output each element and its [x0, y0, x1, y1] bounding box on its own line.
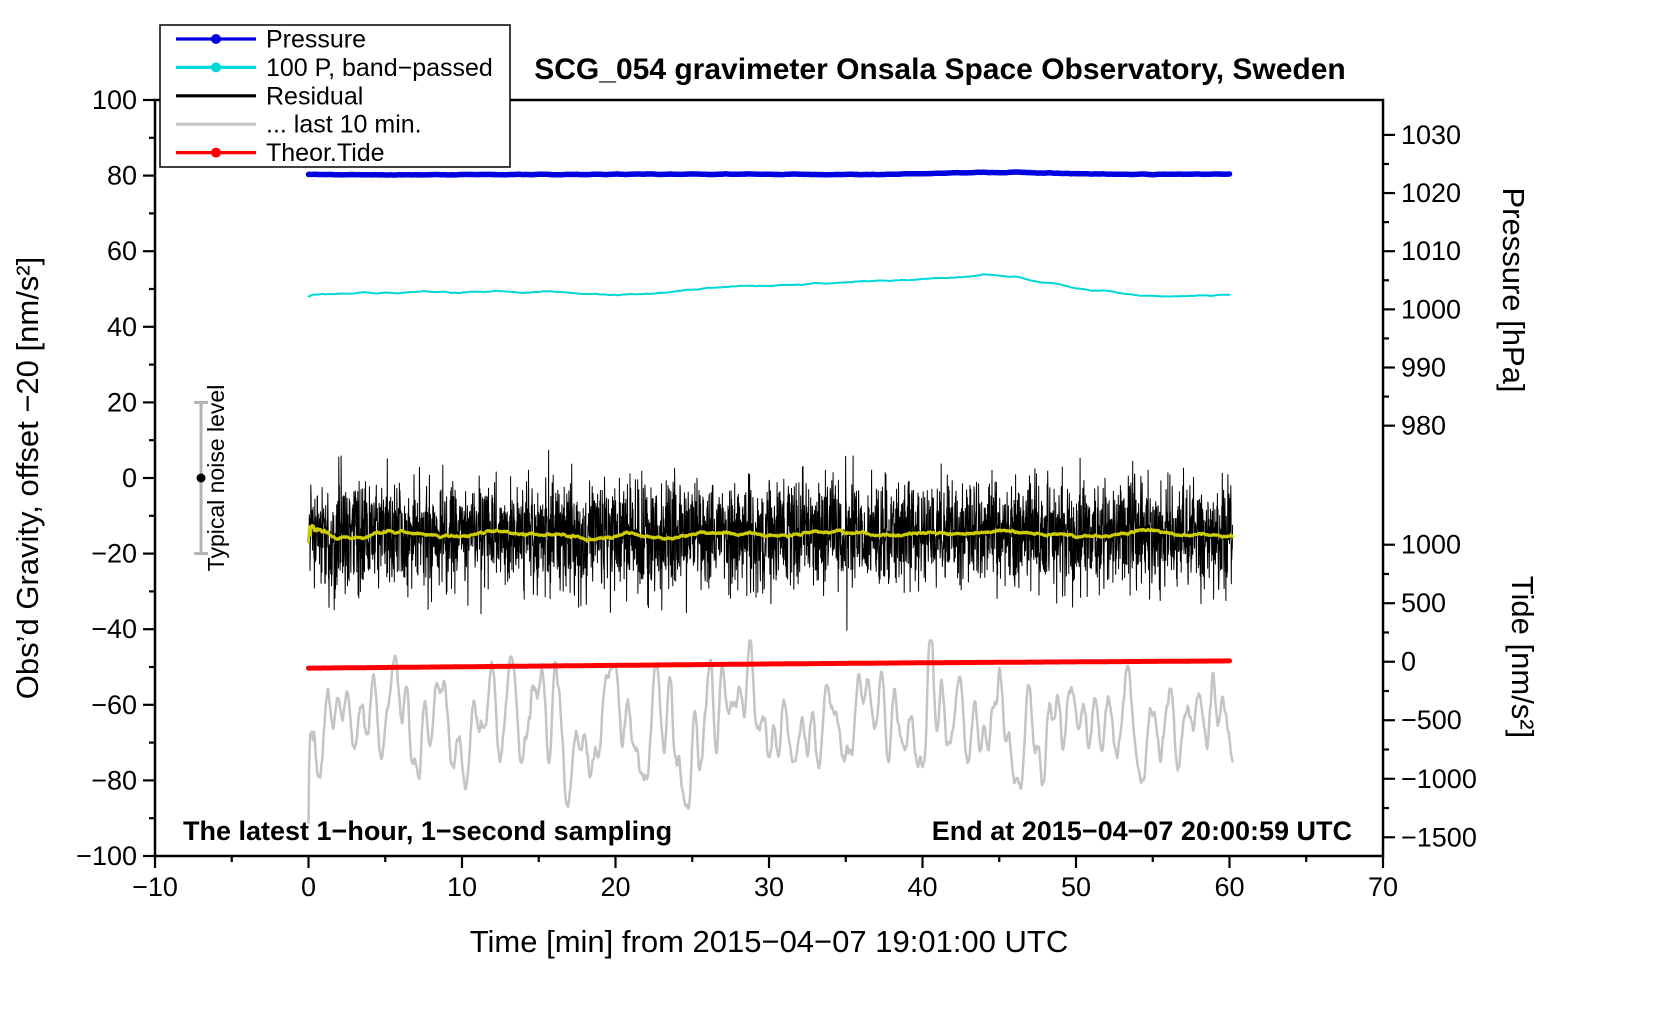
x-tick-label: 40 — [907, 872, 937, 902]
y-tick-label: 60 — [107, 236, 137, 266]
right-pressure-axis-label: Pressure [hPa] — [1496, 187, 1531, 392]
legend-label-4: Theor.Tide — [266, 139, 385, 167]
series-pressure_bp — [307, 273, 1231, 298]
tide-tick-label: 0 — [1401, 647, 1416, 677]
tide-tick-label: 500 — [1401, 588, 1446, 618]
pressure-tick-label: 1010 — [1401, 236, 1461, 266]
y-tick-label: 80 — [107, 161, 137, 191]
x-tick-label: 20 — [600, 872, 630, 902]
x-tick-label: −10 — [132, 872, 178, 902]
y-tick-label: −100 — [76, 841, 137, 871]
pressure-tick-label: 980 — [1401, 411, 1446, 441]
series-residual_smooth — [307, 523, 1235, 544]
tide-tick-label: −1000 — [1401, 764, 1477, 794]
right-tide-axis-label: Tide [nm/s²] — [1505, 576, 1540, 739]
x-tick-label: 30 — [754, 872, 784, 902]
tide-tick-label: −1500 — [1401, 822, 1477, 852]
legend-dot-0 — [211, 34, 221, 44]
pressure-tick-label: 1030 — [1401, 120, 1461, 150]
legend-dot-4 — [211, 147, 221, 158]
y-tick-label: −80 — [91, 765, 137, 795]
pressure-tick-label: 1020 — [1401, 178, 1461, 208]
annotation-end-time: End at 2015−04−07 20:00:59 UTC — [932, 816, 1352, 846]
pressure-tick-label: 1000 — [1401, 294, 1461, 324]
left-y-axis-label: Obs’d Gravity, offset −20 [nm/s²] — [10, 257, 45, 700]
x-tick-label: 0 — [301, 872, 316, 902]
series-tide — [306, 658, 1232, 671]
noise-level-label: Typical noise level — [203, 385, 229, 572]
legend-dot-1 — [211, 62, 221, 73]
x-axis-label: Time [min] from 2015−04−07 19:01:00 UTC — [470, 924, 1069, 959]
pressure-tick-label: 990 — [1401, 353, 1446, 383]
y-tick-label: 100 — [92, 85, 137, 115]
series-residual_bp — [307, 639, 1234, 824]
legend-label-0: Pressure — [266, 26, 366, 54]
noise-dot — [196, 473, 206, 483]
noise-indicator — [194, 400, 209, 556]
x-tick-label: 50 — [1061, 872, 1091, 902]
series-layer — [305, 169, 1235, 824]
legend-label-3: ... last 10 min. — [266, 111, 422, 139]
legend-label-2: Residual — [266, 82, 363, 110]
y-tick-label: 20 — [107, 387, 137, 417]
x-tick-label: 10 — [447, 872, 477, 902]
x-tick-label: 70 — [1368, 872, 1398, 902]
legend-label-1: 100 P, band−passed — [266, 54, 493, 82]
series-pressure — [305, 169, 1233, 178]
chart-title: SCG_054 gravimeter Onsala Space Observat… — [534, 53, 1346, 86]
x-tick-label: 60 — [1214, 872, 1244, 902]
tide-tick-label: −500 — [1401, 705, 1462, 735]
y-tick-label: 40 — [107, 312, 137, 342]
y-tick-label: −60 — [91, 690, 137, 720]
y-tick-label: 0 — [122, 463, 137, 493]
annotation-sampling: The latest 1−hour, 1−second sampling — [183, 816, 672, 846]
legend-box — [159, 24, 511, 168]
tide-tick-label: 1000 — [1401, 530, 1461, 560]
y-tick-label: −20 — [91, 539, 137, 569]
y-tick-label: −40 — [91, 614, 137, 644]
